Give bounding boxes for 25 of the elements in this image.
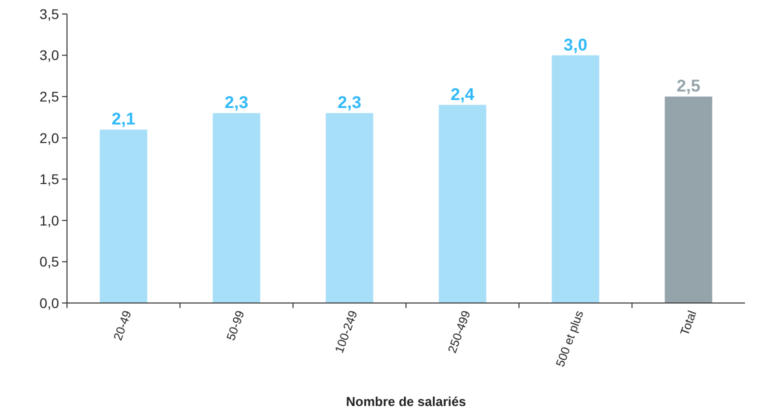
bar — [552, 55, 600, 303]
bar — [664, 96, 712, 303]
bar — [212, 113, 260, 303]
bar — [438, 104, 486, 303]
y-tick-label: 1,5 — [40, 171, 60, 188]
x-tick-label: Total — [677, 308, 700, 338]
data-label: 2,4 — [450, 84, 475, 104]
x-tick-label: 500 et plus — [553, 308, 586, 369]
y-tick-label: 2,0 — [40, 130, 60, 146]
data-label: 3,0 — [564, 35, 588, 54]
data-label: 2,3 — [338, 93, 362, 112]
data-label: 2,5 — [676, 76, 700, 96]
y-tick-label: 0,5 — [40, 254, 60, 270]
data-label: 2,3 — [224, 93, 248, 112]
y-tick-label: 2,5 — [40, 88, 60, 104]
y-tick-label: 0,0 — [40, 294, 60, 311]
y-tick-label: 3,5 — [40, 6, 60, 22]
data-label: 2,1 — [112, 110, 136, 129]
x-axis-title: Nombre de salariés — [346, 394, 466, 409]
y-tick-label: 3,0 — [40, 47, 60, 64]
bar — [326, 113, 374, 303]
x-tick-label: 20-49 — [110, 308, 134, 342]
bar — [100, 130, 148, 303]
y-tick-label: 1,0 — [40, 212, 60, 228]
x-tick-label: 50-99 — [224, 308, 248, 342]
